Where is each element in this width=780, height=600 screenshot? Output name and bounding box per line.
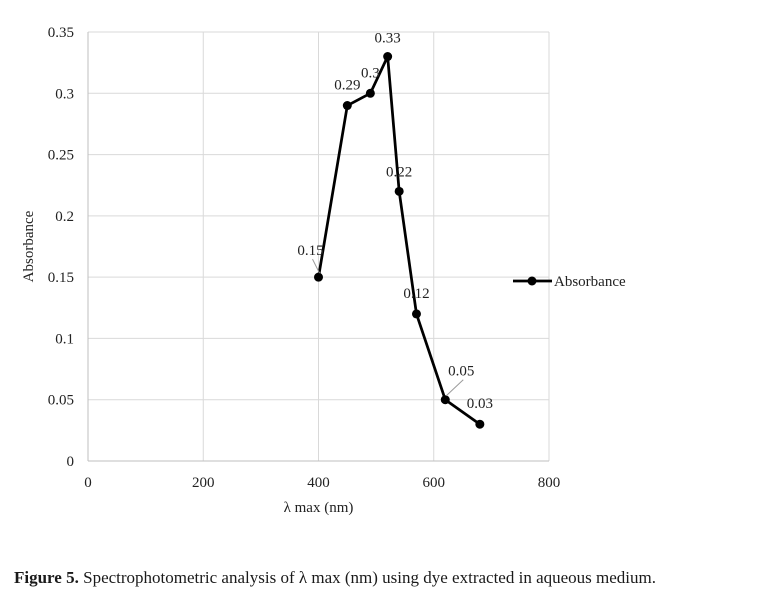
legend-marker-swatch [527,276,537,286]
data-point [383,52,393,62]
data-label: 0.12 [403,286,429,302]
y-tick-label: 0.15 [48,270,74,286]
y-tick-label: 0.3 [55,86,74,102]
data-point [342,101,352,111]
data-label: 0.33 [375,31,401,47]
x-tick-label: 600 [423,475,446,491]
data-label: 0.29 [334,78,360,94]
data-point [475,419,485,429]
y-tick-label: 0.35 [48,25,74,41]
data-point [314,272,323,282]
x-tick-label: 400 [307,475,330,491]
data-point [411,309,421,319]
x-tick-label: 0 [84,475,92,491]
data-label: 0.22 [386,164,412,180]
data-label: 0.15 [297,243,323,259]
x-tick-label: 800 [538,475,561,491]
data-label-leader [445,379,464,397]
y-tick-label: 0.1 [55,331,74,347]
axes [87,32,549,462]
caption-label: Figure 5. [14,568,79,587]
data-point [394,186,404,196]
y-axis-title: Absorbance [21,210,37,282]
data-label: 0.05 [448,364,474,380]
data-label-leader [312,258,320,274]
x-axis-title: λ max (nm) [284,500,354,516]
y-tick-label: 0.25 [48,148,74,164]
x-tick-label: 200 [192,475,215,491]
y-tick-label: 0 [67,454,75,470]
y-tick-label: 0.2 [55,209,74,225]
figure-caption: Figure 5. Spectrophotometric analysis of… [14,568,656,588]
data-label: 0.3 [361,65,380,81]
legend: Absorbance [513,274,626,290]
chart: 00.050.10.150.20.250.30.350 200 400 600 800 … [21,25,626,516]
data-labels: 0.15 0.290.3 0.33 0.22 0.12 0.05 0.03 [297,31,493,413]
data-point [365,88,375,98]
legend-label: Absorbance [554,274,626,290]
data-point [440,395,450,405]
caption-text: Spectrophotometric analysis of λ max (nm… [78,568,656,587]
gridlines [88,31,550,461]
y-tick-label: 0.05 [48,393,74,409]
tick-labels: 0 0.05 0.1 0.15 0.2 0.25 0.3 0.35 0 200 400 600 800 [48,25,561,491]
data-label: 0.03 [467,396,493,412]
series-absorbance [314,52,485,429]
